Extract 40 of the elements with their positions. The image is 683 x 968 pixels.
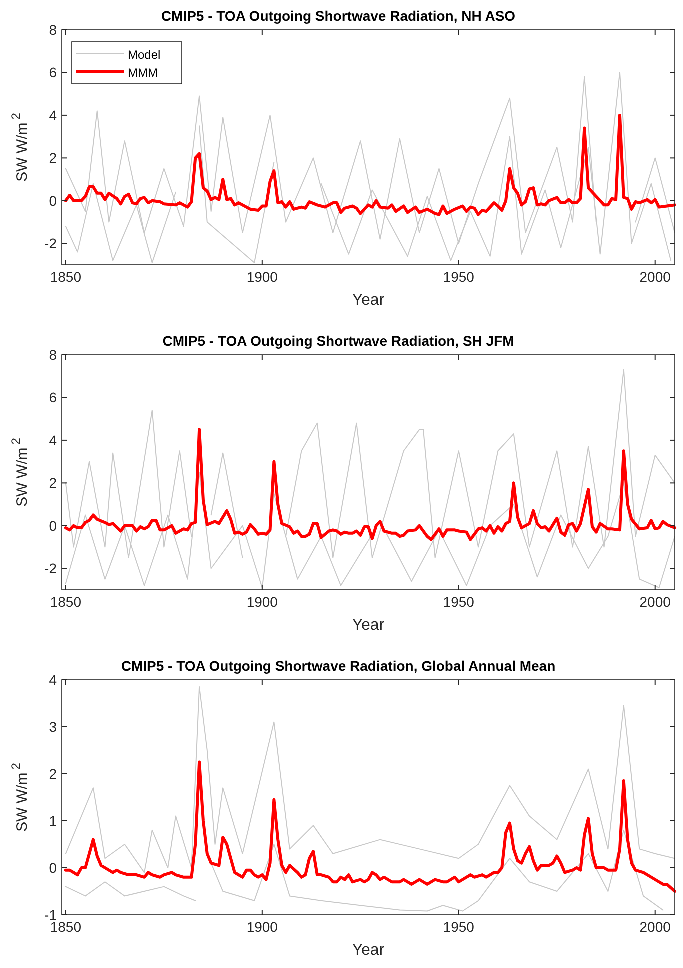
line-series [65, 686, 676, 874]
x-axis-title: Year [352, 292, 386, 309]
legend-label: MMM [128, 66, 158, 80]
y-tick-label: 3 [49, 719, 58, 735]
legend-label: Model [128, 48, 161, 62]
x-axis-title: Year [352, 617, 386, 634]
line-series [64, 428, 676, 542]
y-tick-label: 0 [49, 860, 58, 876]
y-tick-label: 6 [49, 64, 58, 81]
x-tick-label: 1900 [246, 919, 278, 935]
y-tick-label: 2 [49, 766, 58, 782]
chart-title: CMIP5 - TOA Outgoing Shortwave Radiation, SH JFM [162, 333, 514, 349]
x-tick-label: 1900 [246, 269, 278, 285]
y-tick-label: 6 [49, 390, 58, 406]
y-tick-label: 2 [49, 475, 58, 492]
chart-title: CMIP5 - TOA Outgoing Shortwave Radiation, Global Annual Mean [121, 658, 556, 674]
y-tick-label: -2 [44, 236, 58, 252]
y-tick-label: 8 [49, 22, 58, 38]
y-tick-label: 0 [49, 518, 58, 534]
x-tick-label: 1900 [246, 594, 278, 610]
line-series [64, 760, 676, 893]
y-tick-label: 4 [49, 432, 58, 448]
y-tick-label: 4 [49, 107, 58, 124]
x-tick-label: 1950 [443, 594, 475, 610]
y-tick-label: 8 [49, 347, 58, 363]
x-tick-label: 1950 [443, 919, 475, 935]
line-series [64, 114, 676, 216]
y-tick-label: 0 [49, 192, 58, 209]
y-tick-label: 1 [49, 813, 58, 829]
chart-title: CMIP5 - TOA Outgoing Shortwave Radiation, NH ASO [161, 8, 516, 24]
y-tick-label: -2 [44, 560, 58, 577]
x-tick-label: 2000 [640, 269, 672, 285]
x-tick-label: 1850 [50, 269, 82, 285]
x-tick-label: 2000 [640, 594, 672, 610]
y-tick-label: 2 [49, 150, 58, 166]
x-tick-label: 1850 [50, 594, 82, 610]
x-axis-title: Year [352, 942, 386, 959]
y-tick-label: 4 [49, 672, 58, 688]
x-tick-label: 2000 [640, 919, 672, 935]
x-tick-label: 1950 [443, 269, 475, 285]
